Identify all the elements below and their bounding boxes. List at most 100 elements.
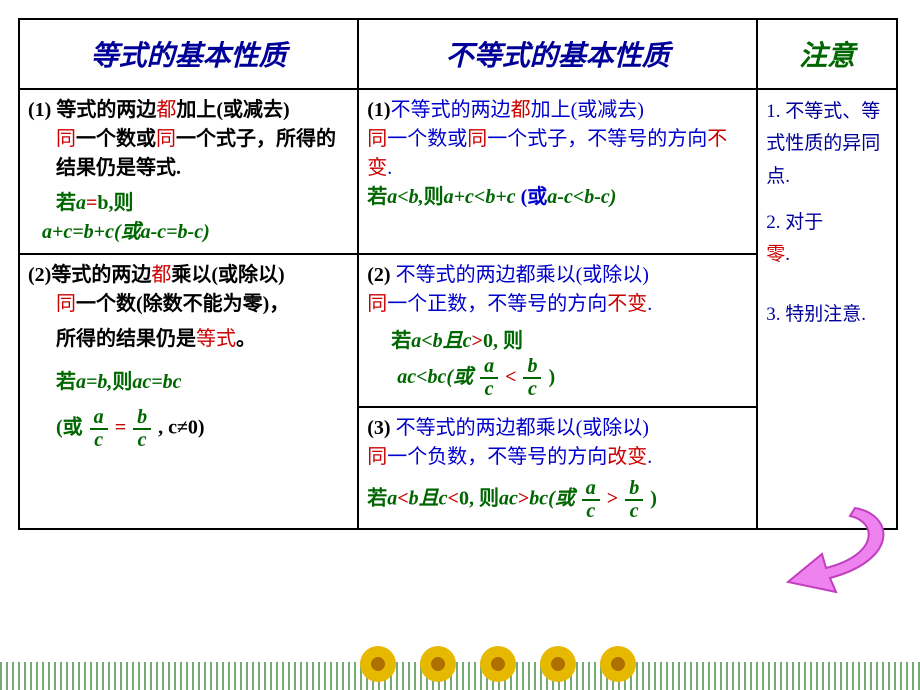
iq3-close: ) [650, 488, 657, 510]
header-inequalities: 不等式的基本性质 [358, 19, 757, 89]
iq2-f-gt: > [472, 330, 483, 352]
eq2-eq: = [115, 417, 126, 439]
eq2-r3: 等式 [196, 328, 236, 350]
eq1-m1: 加上(或减去) [176, 99, 289, 121]
eq2-fb-top: b [133, 407, 151, 430]
iq1-r3: 同 [467, 128, 487, 150]
flower-icon [480, 646, 516, 682]
iq1-f-pre: 若 [367, 186, 387, 208]
iq2-dot: . [647, 293, 652, 315]
eq1-lead: (1) 等式的两边 [28, 99, 156, 121]
inequality-prop-3: (3) 不等式的两边都乘以(或除以) 同一个负数，不等号的方向改变. 若a<b且… [358, 407, 757, 529]
iq2-fb-bot: c [523, 379, 541, 400]
eq1-m2: 一个数或 [76, 128, 156, 150]
iq1-lead: (1) [367, 99, 390, 121]
eq2-m2: 一个数(除数不能为零)， [76, 293, 289, 315]
eq1-f-line2: a+c=b+c(或a-c=b-c) [28, 218, 349, 247]
equality-prop-2: (2)等式的两边都乘以(或除以) 同一个数(除数不能为零)， 所得的结果仍是等式… [19, 254, 358, 529]
inequality-prop-1: (1)不等式的两边都加上(或减去) 同一个数或同一个式子，不等号的方向不变. 若… [358, 89, 757, 254]
eq1-r1: 都 [156, 99, 176, 121]
iq1-r2: 同 [367, 128, 387, 150]
iq1-f-cond: a<b, [387, 186, 423, 208]
notes-cell: 1. 不等式、等式性质的异同点. 2. 对于 零. 3. 特别注意. [757, 89, 897, 529]
iq2-lead: (2) [367, 264, 395, 286]
iq2-t1: 不等式的两边都乘以(或除以) [396, 264, 649, 286]
iq1-f-alt: a-c<b-c) [547, 186, 616, 208]
iq2-fa-bot: c [480, 379, 498, 400]
eq2-f-then: 则 [112, 371, 132, 393]
eq2-cne0: , c≠0) [158, 417, 205, 439]
iq1-t3: 一个数或 [387, 128, 467, 150]
iq3-f-zero: 0, 则 [459, 488, 499, 510]
eq2-f-res: ac=bc [132, 371, 181, 393]
eq2-fb-bot: c [133, 430, 151, 451]
eq2-fa-top: a [90, 407, 108, 430]
eq2-f-pre: 若 [56, 371, 76, 393]
eq2-or: (或 [56, 417, 83, 439]
note-2c: . [785, 244, 790, 265]
header-row: 等式的基本性质 不等式的基本性质 注意 [19, 19, 897, 89]
eq2-m1: 乘以(或除以) [171, 264, 284, 286]
note-2a: 2. 对于 [766, 212, 823, 233]
iq3-r2: 改变 [607, 446, 647, 468]
note-1: 1. 不等式、等式性质的异同点. [766, 96, 888, 193]
iq3-f-bc: bc(或 [529, 488, 575, 510]
iq2-f-zero: 0, 则 [483, 330, 523, 352]
iq1-dot: . [387, 157, 392, 179]
grass-decoration [0, 662, 920, 690]
iq1-r1: 都 [511, 99, 531, 121]
iq2-f-cond: a<b且c [411, 330, 471, 352]
iq3-f-a: a [387, 488, 397, 510]
iq3-f-gt: > [518, 488, 529, 510]
header-notes: 注意 [757, 19, 897, 89]
flower-icon [360, 646, 396, 682]
eq2-lead: (2)等式的两边 [28, 264, 151, 286]
iq1-f-then: 则 [424, 186, 444, 208]
iq3-fb-bot: c [625, 501, 643, 522]
iq3-fa-bot: c [582, 501, 600, 522]
iq2-t2: 一个正数，不等号的方向 [387, 293, 607, 315]
iq1-t1: 不等式的两边 [391, 99, 511, 121]
eq2-r2: 同 [56, 293, 76, 315]
eq2-m3: 所得的结果仍是 [56, 328, 196, 350]
iq2-f-res: ac<bc(或 [397, 366, 473, 388]
flower-icon [420, 646, 456, 682]
iq3-f-ac: ac [499, 488, 518, 510]
flower-icon [540, 646, 576, 682]
iq1-f-or: (或 [521, 186, 548, 208]
eq2-dot: 。 [236, 328, 256, 350]
iq3-r1: 同 [367, 446, 387, 468]
eq1-f-b: b, [97, 192, 113, 214]
comparison-table: 等式的基本性质 不等式的基本性质 注意 (1) 等式的两边都加上(或减去) 同一… [18, 18, 898, 530]
iq3-f-lt2: < [448, 488, 459, 510]
eq1-r2: 同 [56, 128, 76, 150]
eq1-f-pre: 若 [56, 192, 76, 214]
eq1-f-then: 则 [114, 192, 134, 214]
iq3-gt2: > [607, 488, 618, 510]
iq3-fb-top: b [625, 478, 643, 501]
iq1-t2: 加上(或减去) [531, 99, 644, 121]
iq3-dot: . [647, 446, 652, 468]
note-2b: 零 [766, 244, 785, 265]
equality-prop-1: (1) 等式的两边都加上(或减去) 同一个数或同一个式子，所得的结果仍是等式. … [19, 89, 358, 254]
iq2-r1: 同 [367, 293, 387, 315]
iq1-f-res: a+c<b+c [444, 186, 521, 208]
iq3-lead: (3) [367, 417, 395, 439]
iq3-f-pre: 若 [367, 488, 387, 510]
iq3-f-b: b且c [409, 488, 448, 510]
eq1-f-a: a [76, 192, 86, 214]
iq3-t1: 不等式的两边都乘以(或除以) [396, 417, 649, 439]
iq2-fa-top: a [480, 356, 498, 379]
iq2-fb-top: b [523, 356, 541, 379]
iq3-t2: 一个负数，不等号的方向 [387, 446, 607, 468]
iq2-f-pre: 若 [391, 330, 411, 352]
iq2-r2: 不变 [607, 293, 647, 315]
iq2-close: ) [548, 366, 555, 388]
eq2-r1: 都 [151, 264, 171, 286]
iq3-f-lt1: < [397, 488, 408, 510]
iq3-fa-top: a [582, 478, 600, 501]
eq2-f-cond: a=b, [76, 371, 112, 393]
flower-icon [600, 646, 636, 682]
header-equalities: 等式的基本性质 [19, 19, 358, 89]
iq1-t4: 一个式子，不等号的方向 [487, 128, 707, 150]
